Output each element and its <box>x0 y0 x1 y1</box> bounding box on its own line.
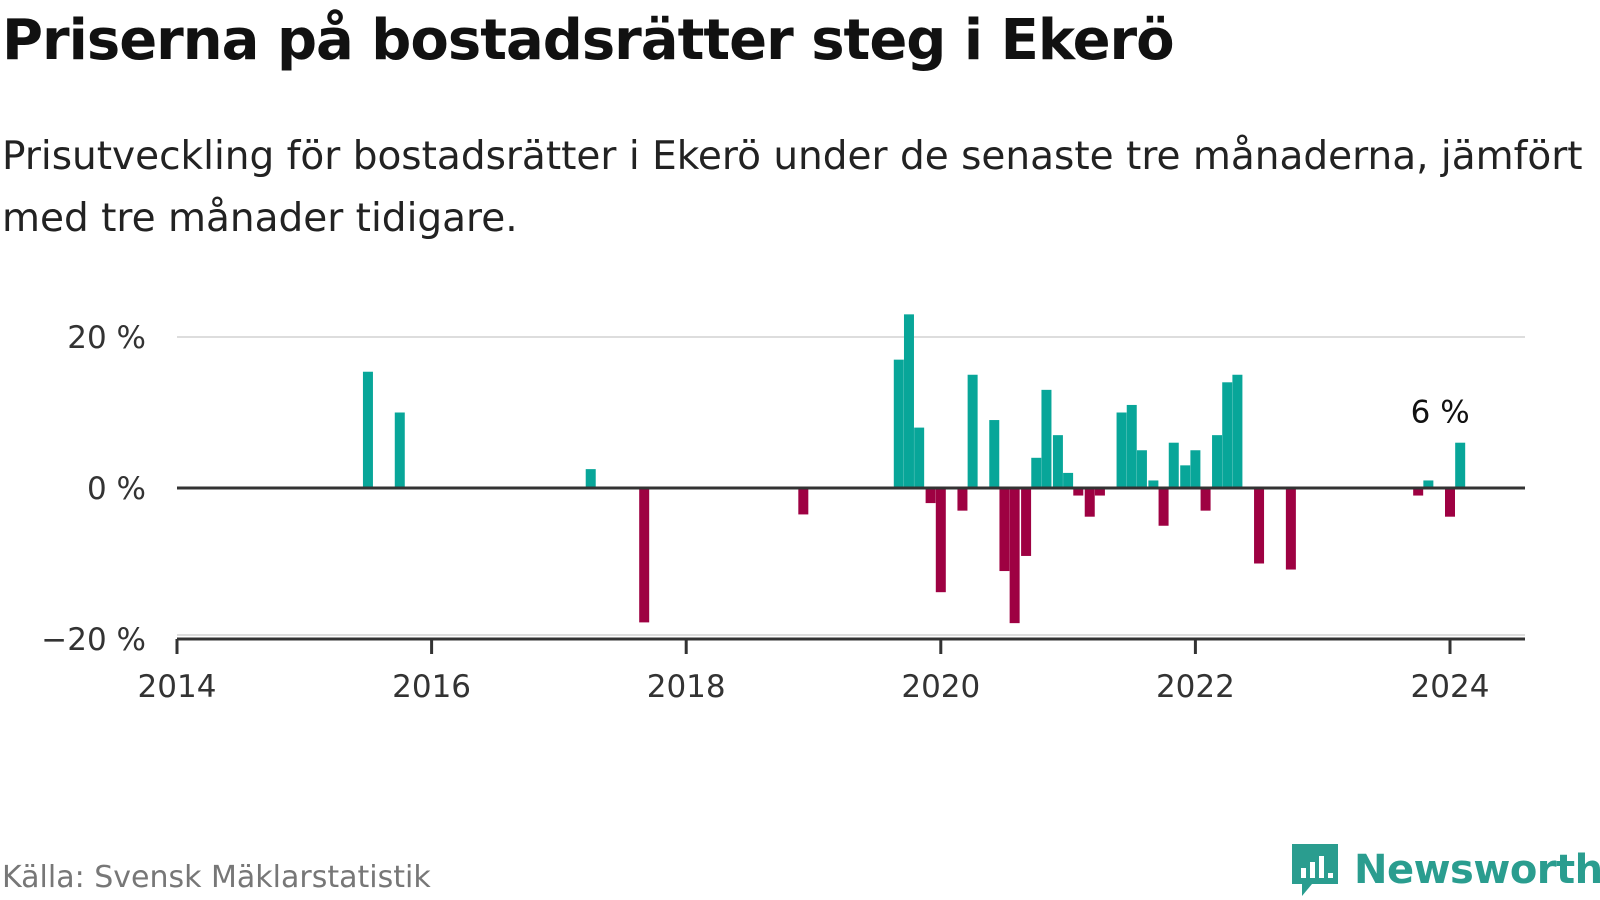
bar <box>1212 435 1223 488</box>
bar <box>1052 435 1063 488</box>
bar <box>989 420 1000 488</box>
bar <box>1455 442 1466 488</box>
bar <box>1126 404 1137 488</box>
bar <box>639 488 650 623</box>
x-tick-label: 2024 <box>1411 669 1490 705</box>
bar <box>1148 480 1159 488</box>
y-tick-label: 20 % <box>67 320 146 356</box>
bar <box>1063 472 1074 488</box>
x-tick-label: 2014 <box>138 669 217 705</box>
bar <box>1009 488 1020 624</box>
bar <box>362 371 373 488</box>
bar <box>914 427 925 488</box>
bar <box>1073 488 1084 496</box>
bar <box>1158 488 1169 526</box>
y-tick-label: −20 % <box>41 622 146 658</box>
bar <box>1084 488 1095 517</box>
brand-name: Newsworthy <box>1354 847 1600 893</box>
bar <box>1190 450 1201 488</box>
chart-subtitle: Prisutveckling för bostadsrätter i Ekerö… <box>2 134 1583 241</box>
bar <box>1222 382 1233 488</box>
x-tick-label: 2018 <box>647 669 726 705</box>
axes <box>175 486 1525 654</box>
bar <box>1136 450 1147 488</box>
y-tick-label: 0 % <box>87 471 146 507</box>
bar-chart: 20 % 0 % −20 % 2014 2016 2018 2020 2022 2024 6 % <box>41 314 1525 705</box>
bar <box>798 488 809 515</box>
bar <box>394 412 405 488</box>
newsworthy-logo: Newsworthy <box>1290 842 1600 898</box>
x-tick-label: 2020 <box>901 669 980 705</box>
newsworthy-logo-icon <box>1292 844 1338 896</box>
bar <box>1423 480 1434 488</box>
bar <box>1232 374 1243 488</box>
x-tick-label: 2022 <box>1156 669 1235 705</box>
bar <box>935 488 946 593</box>
bar <box>1041 389 1052 488</box>
bar <box>925 488 936 504</box>
bar <box>1021 488 1032 556</box>
bar <box>1031 457 1042 488</box>
bar <box>967 374 978 488</box>
source-note: Källa: Svensk Mäklarstatistik <box>2 860 431 895</box>
bar <box>1285 488 1296 570</box>
gridlines <box>177 336 1525 636</box>
bar <box>585 469 596 488</box>
bar <box>1413 488 1424 496</box>
bar <box>1180 465 1191 488</box>
bar <box>957 488 968 511</box>
chart-title: Priserna på bostadsrätter steg i Ekerö <box>2 8 1175 73</box>
bar <box>1254 488 1265 564</box>
bar <box>893 359 904 488</box>
data-label: 6 % <box>1411 395 1470 431</box>
bar <box>999 488 1010 572</box>
axis-labels: 20 % 0 % −20 % 2014 2016 2018 2020 2022 2024 6 % <box>41 320 1489 705</box>
bars <box>362 314 1466 624</box>
bar <box>1168 442 1179 488</box>
bar <box>1116 412 1127 488</box>
bar <box>903 314 914 488</box>
bar <box>1094 488 1105 496</box>
x-tick-label: 2016 <box>392 669 471 705</box>
bar <box>1445 488 1455 517</box>
bar <box>1200 488 1211 511</box>
